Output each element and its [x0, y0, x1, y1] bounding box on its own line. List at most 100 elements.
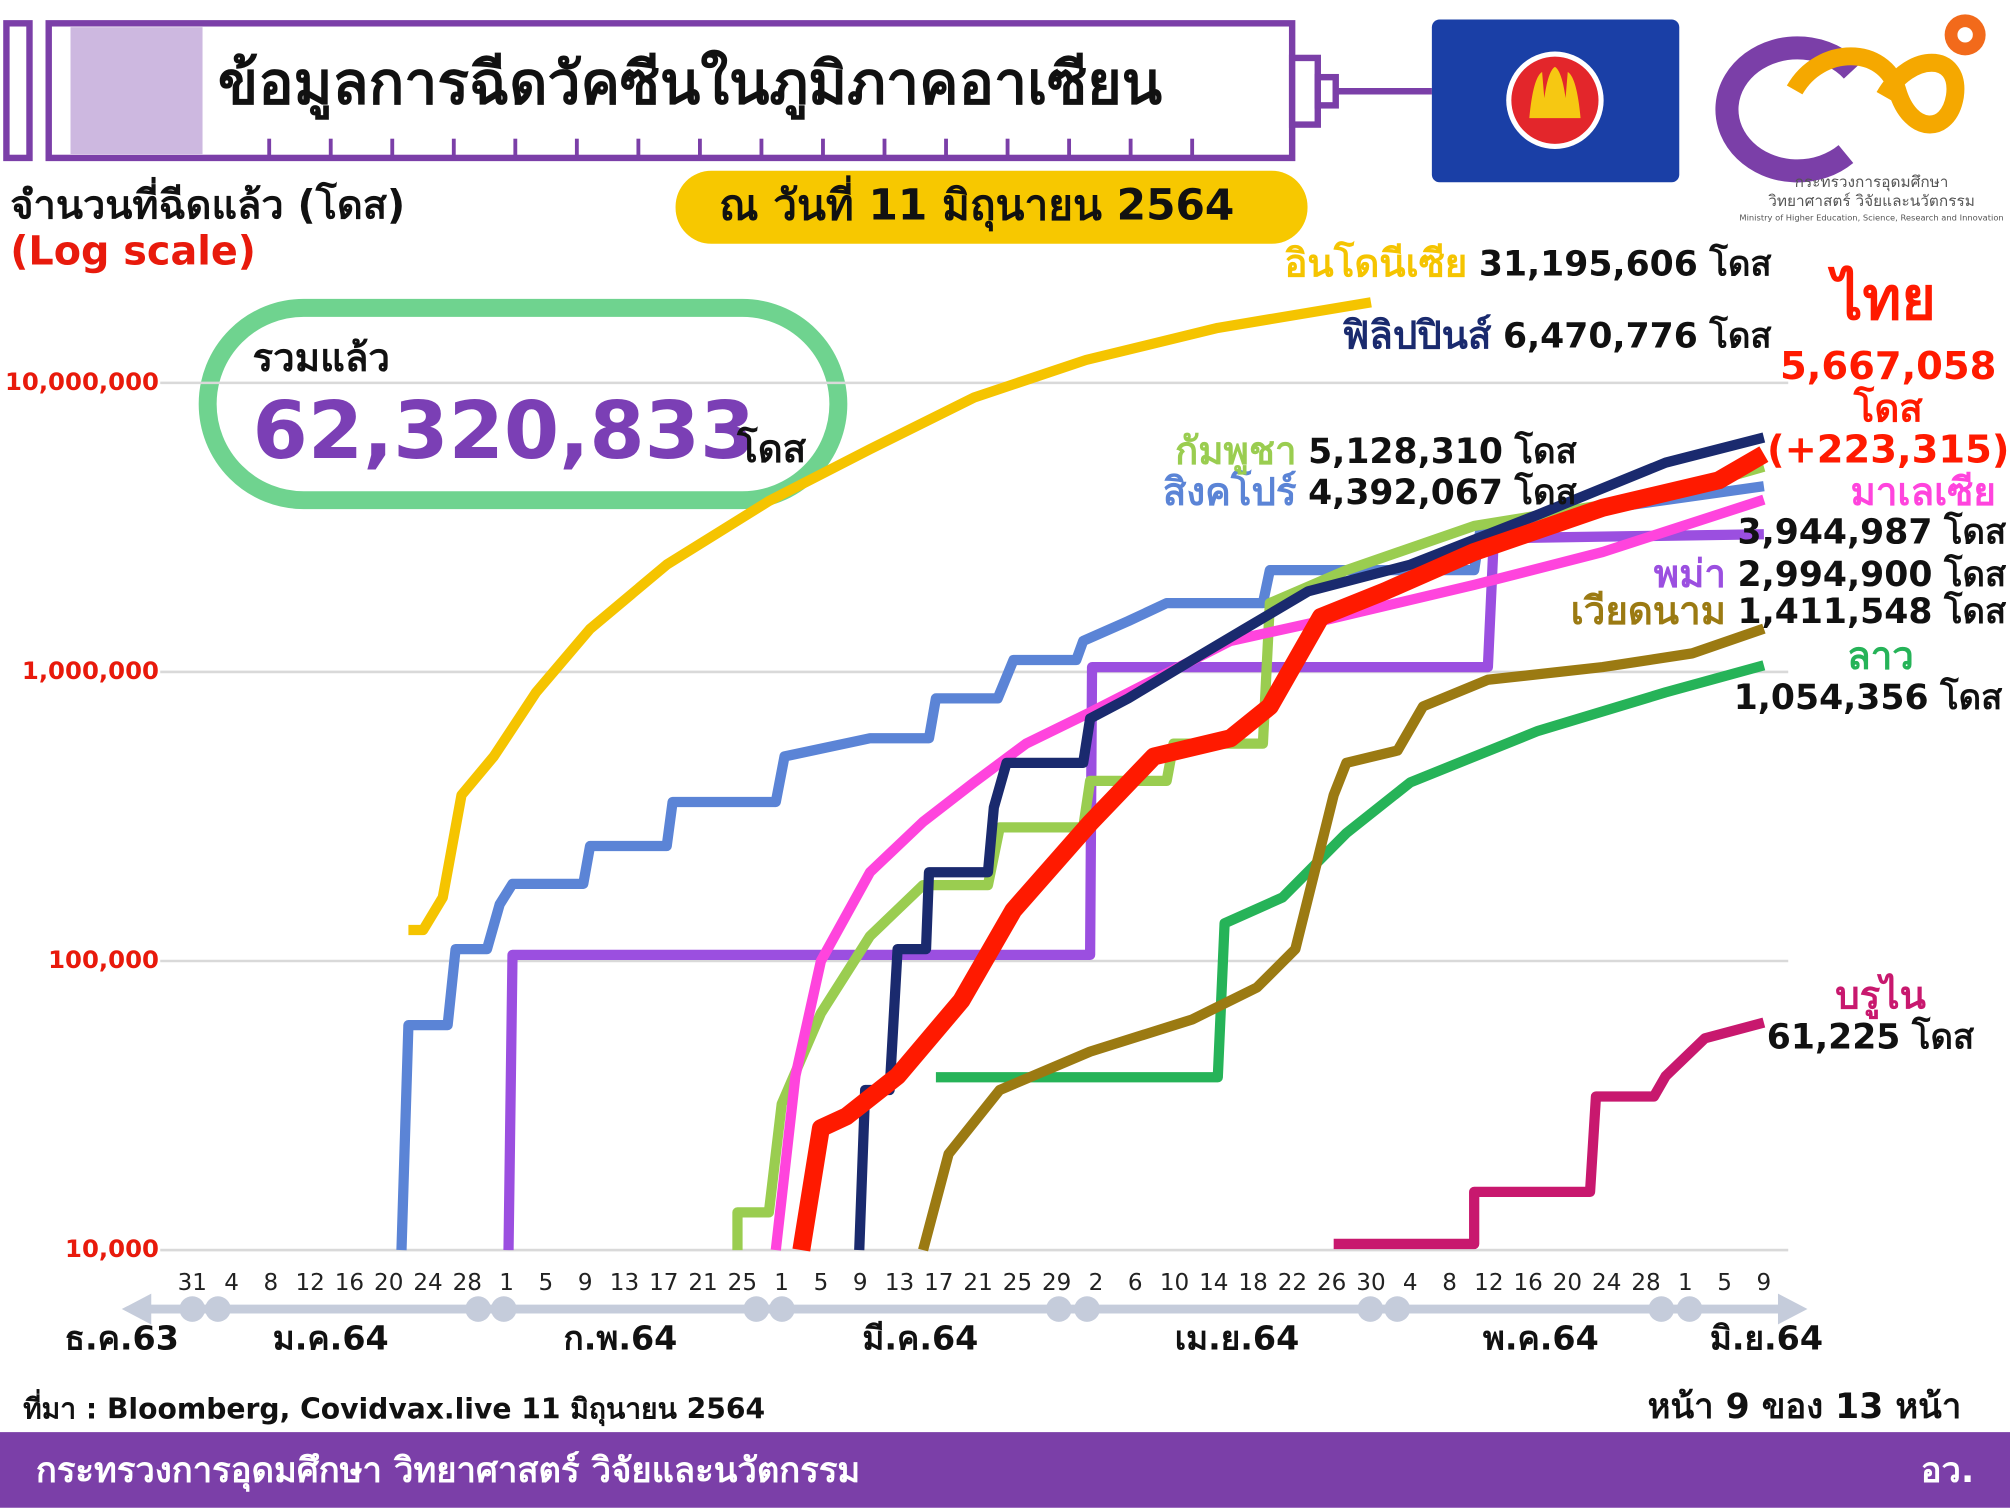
- x-tick-label: 18: [1238, 1270, 1267, 1296]
- series-value: โดส: [1708, 314, 1772, 356]
- footer-short: อว.: [1921, 1451, 1974, 1491]
- series-label: (+223,315): [1767, 427, 2009, 472]
- title: ข้อมูลการฉีดวัคซีนในภูมิภาคอาเซียน: [218, 49, 1162, 120]
- series-value: โดส: [1708, 243, 1772, 285]
- summary-label: รวมแล้ว: [253, 336, 390, 381]
- series-value: 1,054,356: [1734, 678, 1929, 718]
- ministry-logo: [1715, 14, 1986, 183]
- x-tick-label: 25: [1003, 1270, 1032, 1296]
- series-line: [503, 529, 1764, 1251]
- series-value: โดส: [1939, 676, 2003, 718]
- x-tick-label: 4: [1403, 1270, 1418, 1296]
- x-tick-label: 1: [499, 1270, 514, 1296]
- source: ที่มา : Bloomberg, Covidvax.live 11 มิถุ…: [23, 1388, 765, 1426]
- series-value: (+223,315): [1767, 427, 2009, 472]
- series-name: สิงคโปร์: [1163, 468, 1297, 514]
- y-tick-label: 10,000,000: [5, 367, 159, 396]
- x-tick-label: 21: [688, 1270, 717, 1296]
- series-line: [770, 494, 1766, 1251]
- series-label: 61,225 โดส: [1767, 1016, 1975, 1058]
- x-tick-label: 26: [1317, 1270, 1346, 1296]
- x-tick-label: 25: [728, 1270, 757, 1296]
- x-tick-label: 14: [1199, 1270, 1228, 1296]
- series-name: ไทย: [1827, 264, 1936, 333]
- series-line: [396, 481, 1765, 1251]
- month-label: มี.ค.64: [862, 1318, 978, 1357]
- x-tick-label: 6: [1128, 1270, 1143, 1296]
- y-tick-label: 100,000: [48, 945, 159, 974]
- x-tick-label: 17: [649, 1270, 678, 1296]
- series-line: [854, 432, 1766, 1251]
- x-tick-label: 12: [1474, 1270, 1503, 1296]
- x-tick-label: 12: [295, 1270, 324, 1296]
- series-value: 3,944,987: [1738, 513, 1933, 553]
- month-label: ม.ค.64: [273, 1318, 389, 1357]
- series-name: เวียดนาม: [1571, 588, 1726, 633]
- y-tick-label: 1,000,000: [22, 656, 159, 685]
- summary-value: 62,320,833: [253, 384, 756, 477]
- series-label: ฟิลิปปินส์ 6,470,776 โดส: [1342, 313, 1772, 358]
- month-bar: [121, 1293, 1808, 1325]
- series-line: [918, 623, 1766, 1252]
- series-value: 61,225: [1767, 1018, 1901, 1058]
- x-tick-label: 8: [264, 1270, 279, 1296]
- x-tick-label: 16: [335, 1270, 364, 1296]
- series-name: อินโดนีเซีย: [1284, 240, 1467, 286]
- x-tick-label: 17: [924, 1270, 953, 1296]
- series-label: อินโดนีเซีย 31,195,606 โดส: [1284, 240, 1772, 286]
- x-tick-label: 10: [1160, 1270, 1189, 1296]
- series-name: พม่า: [1654, 551, 1726, 596]
- logo-text: กระทรวงการอุดมศึกษา: [1795, 173, 1949, 192]
- logo-text: Ministry of Higher Education, Science, R…: [1739, 213, 2003, 223]
- x-tick-label: 5: [814, 1270, 829, 1296]
- x-tick-label: 22: [1278, 1270, 1307, 1296]
- month-label: มิ.ย.64: [1710, 1318, 1823, 1357]
- series-name: ลาว: [1847, 633, 1914, 678]
- x-tick-label: 4: [224, 1270, 239, 1296]
- series-name: ฟิลิปปินส์: [1342, 313, 1492, 358]
- series-label: 5,667,058: [1780, 344, 1996, 389]
- series-line: [792, 446, 1769, 1252]
- series-line: [935, 660, 1766, 1083]
- x-tick-label: 30: [1356, 1270, 1385, 1296]
- series-label: กัมพูชา 5,128,310 โดส: [1175, 428, 1578, 474]
- series-value: 5,667,058: [1780, 344, 1996, 389]
- series-label: เวียดนาม 1,411,548 โดส: [1571, 588, 2007, 633]
- footer-org: กระทรวงการอุดมศึกษา วิทยาศาสตร์ วิจัยและ…: [36, 1451, 860, 1492]
- asean-flag: [1431, 19, 1680, 183]
- y-tick-label: 10,000: [65, 1234, 159, 1263]
- x-tick-label: 1: [1678, 1270, 1693, 1296]
- month-label: ธ.ค.63: [65, 1318, 179, 1357]
- footer-bar: [0, 1432, 2010, 1508]
- logo-text: วิทยาศาสตร์ วิจัยและนวัตกรรม: [1768, 192, 1975, 210]
- x-tick-label: 9: [578, 1270, 593, 1296]
- series-label: 3,944,987 โดส: [1738, 511, 2007, 553]
- x-tick-label: 31: [178, 1270, 207, 1296]
- x-tick-label: 8: [1442, 1270, 1457, 1296]
- x-tick-label: 20: [1553, 1270, 1582, 1296]
- series-value: 5,128,310: [1308, 432, 1503, 472]
- x-tick-label: 21: [963, 1270, 992, 1296]
- date-pill: [675, 170, 1308, 244]
- series-value: โดส: [1911, 1016, 1975, 1058]
- series-label: ลาว: [1847, 633, 1914, 678]
- series-value: โดส: [1943, 553, 2007, 595]
- x-tick-label: 5: [1717, 1270, 1732, 1296]
- date-note: ณ วันที่ 11 มิถุนายน 2564: [719, 174, 1234, 231]
- page-note: หน้า 9 ของ 13 หน้า: [1648, 1387, 1962, 1427]
- series-label: มาเลเซีย: [1851, 469, 1996, 514]
- series-name: บรูไน: [1835, 972, 1926, 1019]
- x-tick-label: 28: [1631, 1270, 1660, 1296]
- x-tick-label: 9: [853, 1270, 868, 1296]
- x-tick-label: 24: [413, 1270, 442, 1296]
- series-value: 31,195,606: [1479, 245, 1698, 285]
- series-label: สิงคโปร์ 4,392,067 โดส: [1163, 468, 1578, 514]
- series-line: [1333, 1017, 1766, 1250]
- month-label: พ.ค.64: [1483, 1318, 1599, 1357]
- series-value: โดส: [1853, 385, 1924, 431]
- x-tick-label: 29: [1042, 1270, 1071, 1296]
- series-value: โดส: [1943, 590, 2007, 632]
- x-tick-label: 5: [539, 1270, 554, 1296]
- x-tick-label: 1: [774, 1270, 789, 1296]
